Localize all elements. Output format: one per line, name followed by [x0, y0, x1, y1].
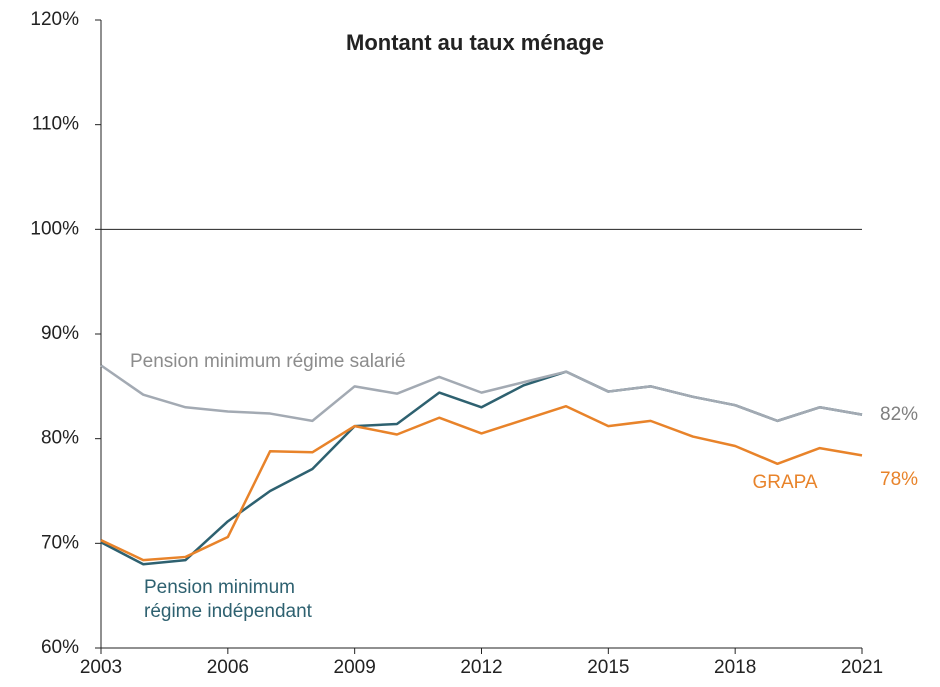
series-line: [100, 370, 863, 566]
x-tick-label: 2021: [841, 657, 883, 678]
annotation: 78%: [880, 469, 918, 490]
x-tick-label: 2012: [460, 657, 502, 678]
x-tick-label: 2006: [207, 657, 249, 678]
x-tick-label: 2015: [587, 657, 629, 678]
y-tick-label: 80%: [41, 428, 79, 449]
x-tick-label: 2009: [334, 657, 376, 678]
series-line: [100, 404, 863, 562]
annotation: Pension minimum régime salarié: [130, 351, 406, 372]
x-tick-label: 2018: [714, 657, 756, 678]
y-tick-label: 100%: [30, 218, 79, 239]
y-tick-label: 70%: [41, 532, 79, 553]
annotation: 82%: [880, 404, 918, 425]
x-tick-label: 2003: [80, 657, 122, 678]
y-tick-label: 110%: [32, 114, 79, 135]
annotation: régime indépendant: [144, 601, 313, 622]
chart-title: Montant au taux ménage: [346, 30, 604, 55]
series-line: [100, 364, 863, 423]
annotation: Pension minimum: [144, 577, 295, 598]
annotation: GRAPA: [752, 472, 817, 493]
y-tick-label: 120%: [30, 9, 79, 30]
y-tick-label: 90%: [41, 323, 79, 344]
y-tick-label: 60%: [41, 637, 79, 658]
